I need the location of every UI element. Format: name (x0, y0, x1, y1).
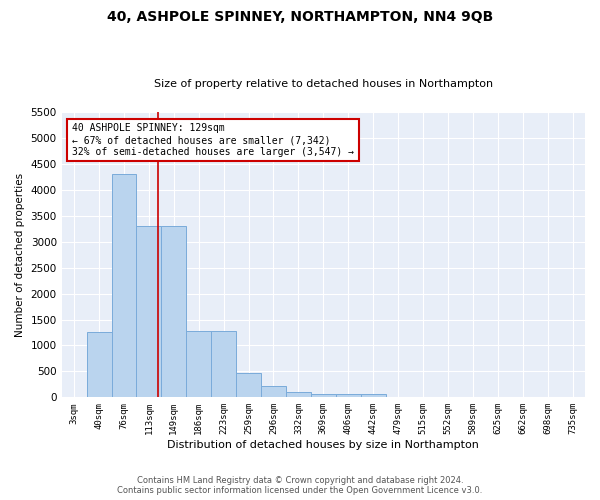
Bar (186, 332, 211, 398)
Bar (136, 226, 161, 398)
Text: 40 ASHPOLE SPINNEY: 129sqm
← 67% of detached houses are smaller (7,342)
32% of s: 40 ASHPOLE SPINNEY: 129sqm ← 67% of deta… (72, 124, 354, 156)
Bar (361, 394, 386, 398)
Bar (112, 174, 136, 398)
Bar (336, 394, 361, 398)
Bar (261, 386, 286, 398)
Text: 40, ASHPOLE SPINNEY, NORTHAMPTON, NN4 9QB: 40, ASHPOLE SPINNEY, NORTHAMPTON, NN4 9Q… (107, 10, 493, 24)
Bar (236, 373, 261, 398)
Y-axis label: Number of detached properties: Number of detached properties (15, 172, 25, 336)
Bar (211, 332, 236, 398)
Bar (311, 394, 336, 398)
Bar (286, 392, 311, 398)
Bar (161, 226, 186, 398)
Bar (86, 332, 112, 398)
Text: Contains HM Land Registry data © Crown copyright and database right 2024.
Contai: Contains HM Land Registry data © Crown c… (118, 476, 482, 495)
Title: Size of property relative to detached houses in Northampton: Size of property relative to detached ho… (154, 79, 493, 89)
X-axis label: Distribution of detached houses by size in Northampton: Distribution of detached houses by size … (167, 440, 479, 450)
